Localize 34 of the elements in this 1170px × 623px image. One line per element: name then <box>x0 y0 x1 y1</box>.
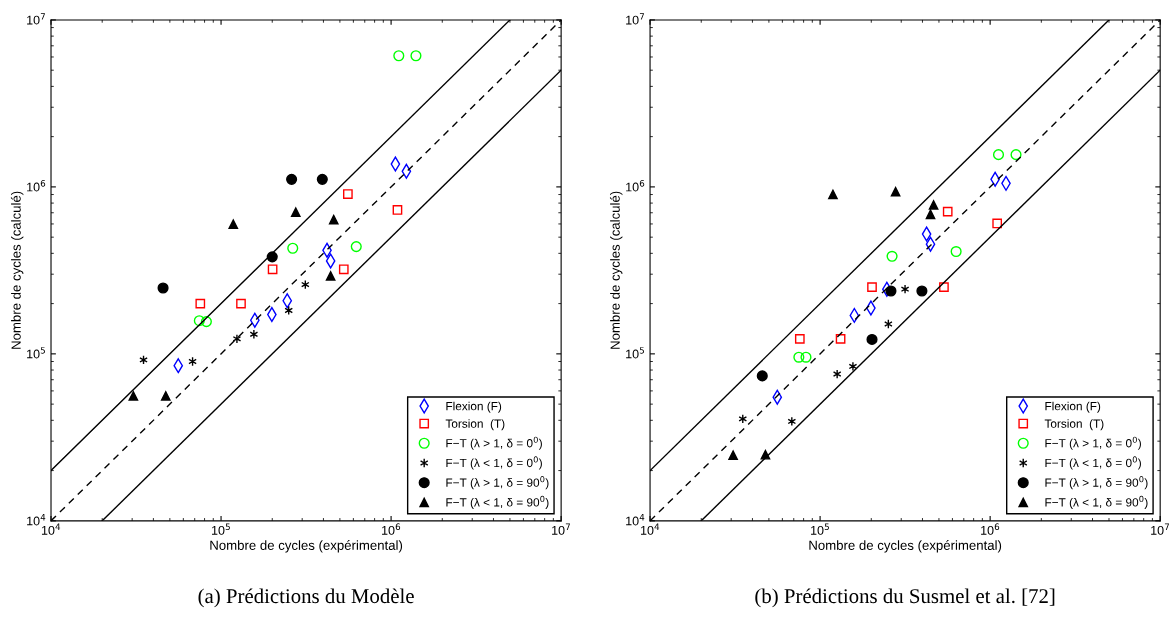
text: (a) Prédictions du Modèle <box>198 588 414 608</box>
legend-label: F−T (λ > 1, δ = 0$^{0}$) <box>446 436 542 450</box>
x-tick-label: 10$^{5}$ <box>212 523 230 535</box>
y-tick-label: 10$^{5}$ <box>626 347 645 359</box>
y-axis-title: Nombre de cycles (calculé) <box>609 191 623 349</box>
x-tick-label: 10$^{4}$ <box>641 523 660 535</box>
legend-label: F−T (λ < 1, δ = 0$^{0}$) <box>446 456 542 470</box>
y-tick-label: 10$^{4}$ <box>626 514 645 526</box>
y-tick-label: 10$^{4}$ <box>27 514 46 526</box>
legend-label: F−T (λ < 1, δ = 90$^{0}$) <box>446 495 549 509</box>
x-axis-title: Nombre de cycles (expérimental) <box>809 540 1002 553</box>
legend-label: F−T (λ < 1, δ = 90$^{0}$) <box>1045 495 1148 509</box>
y-axis-title: Nombre de cycles (calculé) <box>10 191 24 349</box>
x-tick-label: 10$^{6}$ <box>382 523 401 535</box>
y-tick-label: 10$^{6}$ <box>27 180 46 192</box>
legend-label: F−T (λ > 1, δ = 90$^{0}$) <box>446 476 549 490</box>
x-tick-label: 10$^{5}$ <box>811 523 829 535</box>
legend-label: Flexion (F) <box>1045 401 1101 413</box>
legend-label: F−T (λ < 1, δ = 0$^{0}$) <box>1045 456 1141 470</box>
legend-label: F−T (λ > 1, δ = 90$^{0}$) <box>1045 476 1148 490</box>
x-tick-label: 10$^{7}$ <box>552 523 570 535</box>
x-tick-label: 10$^{7}$ <box>1151 523 1170 535</box>
legend-label: Torsion (T) <box>445 419 505 431</box>
legend-label: Torsion (T) <box>1044 419 1104 431</box>
y-tick-label: 10$^{7}$ <box>27 13 45 25</box>
y-tick-label: 10$^{7}$ <box>626 13 645 25</box>
legend-label: F−T (λ > 1, δ = 0$^{0}$) <box>1045 436 1141 450</box>
legend-label: Flexion (F) <box>446 401 502 413</box>
text: (b) Prédictions du Susmel et al. [72] <box>755 588 1055 608</box>
x-axis-title: Nombre de cycles (expérimental) <box>210 540 403 553</box>
y-tick-label: 10$^{5}$ <box>27 347 45 359</box>
x-tick-label: 10$^{6}$ <box>981 523 1000 535</box>
x-tick-label: 10$^{4}$ <box>41 523 61 535</box>
y-tick-label: 10$^{6}$ <box>626 180 645 192</box>
